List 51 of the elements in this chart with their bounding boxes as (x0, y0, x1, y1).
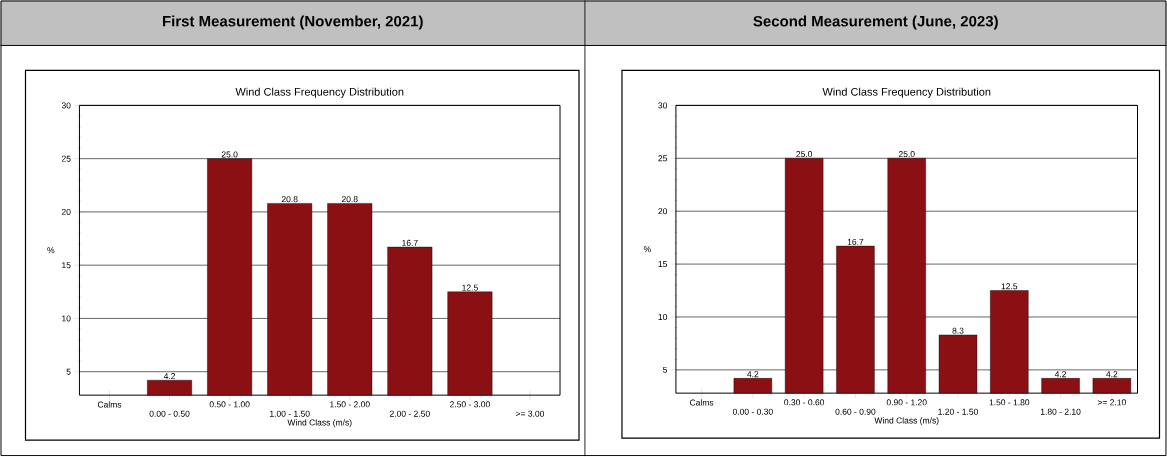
data-label: 4.2 (1106, 371, 1118, 378)
data-label: 16.7 (847, 239, 864, 246)
x-tick-label: 0.00 - 0.30 (732, 408, 773, 415)
y-tick-label: 5 (66, 368, 71, 375)
data-label: 25.0 (796, 151, 813, 158)
y-tick-label: 25 (658, 155, 668, 162)
y-tick-label: 25 (61, 155, 71, 162)
data-label: 4.2 (163, 373, 176, 380)
y-tick-label: 15 (658, 261, 668, 268)
x-tick-label: 1.00 - 1.50 (270, 410, 310, 417)
data-label: 8.3 (952, 327, 964, 334)
y-tick-label: 20 (658, 208, 668, 215)
data-label: 20.8 (281, 196, 298, 203)
x-tick-label: 1.50 - 2.00 (330, 401, 370, 408)
data-label: 16.7 (402, 240, 418, 247)
data-label: 12.5 (462, 284, 478, 291)
y-tick-label: 10 (658, 314, 668, 321)
x-tick-label: 1.50 - 1.80 (989, 399, 1030, 406)
x-tick-label: 0.50 - 1.00 (209, 401, 250, 408)
y-tick-label: 15 (62, 262, 71, 269)
data-label: 4.2 (1054, 371, 1067, 378)
x-tick-label: 0.00 - 0.50 (149, 410, 190, 417)
x-tick-label: 2.00 - 2.50 (389, 410, 430, 417)
x-tick-label: Calms (97, 401, 122, 408)
chart-title: First Measurement (November, 2021) (162, 15, 423, 30)
data-label: 25.0 (221, 151, 238, 158)
y-tick-label: 20 (61, 209, 71, 216)
chart-subtitle: Wind Class Frequency Distribution (822, 87, 991, 99)
y-tick-label: 5 (663, 367, 668, 374)
x-tick-label: 0.60 - 0.90 (835, 408, 876, 415)
x-tick-label: >= 3.00 (516, 410, 545, 417)
data-label: 25.0 (898, 151, 915, 158)
x-axis-title: Wind Class (m/s) (287, 419, 352, 428)
x-tick-label: Calms (689, 399, 714, 406)
y-axis-title: % (47, 247, 55, 254)
x-axis-title: Wind Class (m/s) (874, 417, 939, 426)
y-tick-label: 30 (61, 102, 71, 109)
x-tick-label: >= 2.10 (1097, 399, 1126, 406)
x-tick-label: 0.90 - 1.20 (886, 399, 927, 406)
data-label: 4.2 (747, 371, 759, 378)
chart-title: Second Measurement (June, 2023) (753, 15, 998, 30)
chart-subtitle: Wind Class Frequency Distribution (235, 87, 404, 99)
y-axis-title: % (643, 246, 651, 253)
x-tick-label: 2.50 - 3.00 (450, 401, 490, 408)
x-tick-label: 1.20 - 1.50 (938, 408, 978, 415)
data-label: 12.5 (1001, 283, 1018, 290)
x-tick-label: 0.30 - 0.60 (784, 399, 825, 406)
data-label: 20.8 (341, 196, 358, 203)
y-tick-label: 10 (62, 315, 71, 322)
x-tick-label: 1.80 - 2.10 (1040, 408, 1081, 415)
y-tick-label: 30 (658, 102, 668, 109)
